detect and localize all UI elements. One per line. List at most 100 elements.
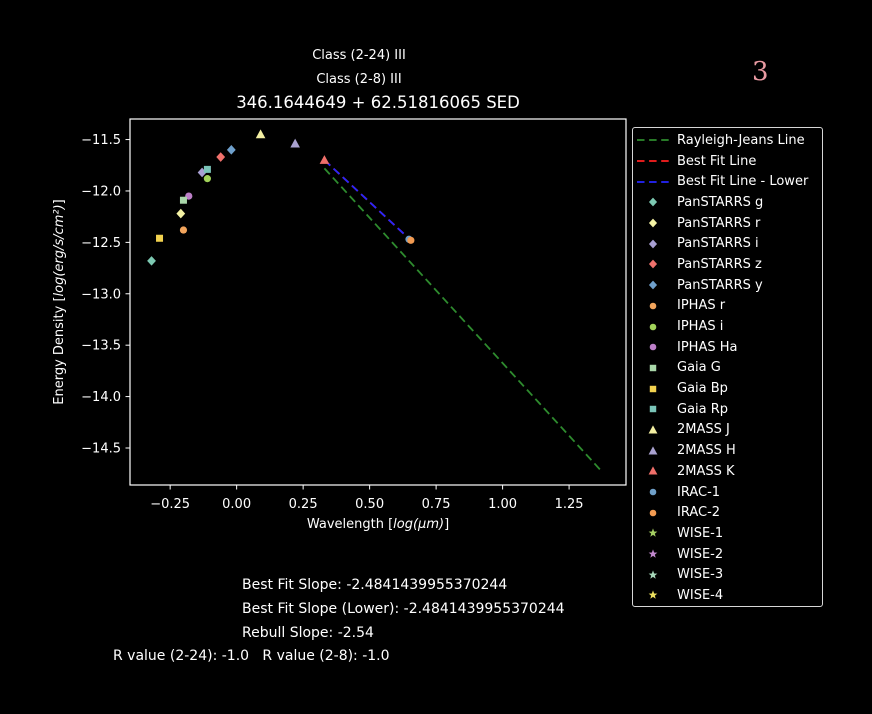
legend-label-best-fit-line: Best Fit Line [677,153,757,169]
panstarrs-r-marker-icon [633,215,677,231]
legend-item-panstarrs-i: PanSTARRS i [633,233,822,254]
legend-item-iphas-i: IPHAS i [633,316,822,337]
legend: Rayleigh-Jeans Line Best Fit Line Best Fit… [632,127,823,607]
gaia-g-point [179,196,187,204]
wise-1-swatch [648,528,658,538]
panstarrs-g-point [147,256,156,266]
2mass-h-marker-icon [633,443,677,459]
wise-2-marker-icon [633,546,677,562]
plot-title: 346.1644649 + 62.51816065 SED [236,93,520,112]
wise-3-swatch [648,570,658,579]
iphas-i-marker-icon [633,319,677,335]
y-axis-tick-label: −12.0 [81,184,121,199]
2mass-j-swatch [648,425,658,434]
legend-label-wise-3: WISE-3 [677,567,724,583]
gaia-rp-point [203,165,211,173]
gaia-bp-point [156,234,164,242]
iphas-ha-marker-icon [633,339,677,355]
irac-1-marker-icon [633,484,677,500]
gaia-g-swatch [649,364,657,372]
legend-label-gaia-bp: Gaia Bp [677,381,728,397]
legend-item-2mass-k: 2MASS K [633,461,822,482]
best-fit-line-lower-line [323,159,412,241]
rayleigh-jeans-line-line [323,167,602,472]
legend-label-wise-1: WISE-1 [677,525,724,541]
legend-label-iphas-i: IPHAS i [677,319,724,335]
y-axis-tick-label: −14.5 [81,441,121,456]
y-axis-label: Energy Density [log(erg/s/cm²)] [52,199,67,404]
legend-item-iphas-r: IPHAS r [633,296,822,317]
y-axis-tick-label: −11.5 [81,133,121,148]
panstarrs-z-swatch [648,260,658,269]
rebull-slope-text: Rebull Slope: -2.54 [242,625,374,641]
legend-label-panstarrs-y: PanSTARRS y [677,277,763,293]
legend-item-best-fit-line: Best Fit Line [633,151,822,172]
2mass-j-point [255,129,266,139]
iphas-r-marker-icon [633,298,677,314]
2mass-h-point [290,138,300,148]
y-axis-tick-label: −12.5 [81,236,121,251]
panstarrs-z-point [216,152,226,162]
legend-item-gaia-g: Gaia G [633,358,822,379]
legend-label-panstarrs-r: PanSTARRS r [677,215,761,231]
legend-label-wise-4: WISE-4 [677,587,724,603]
panstarrs-i-marker-icon [633,236,677,252]
legend-item-irac-2: IRAC-2 [633,502,822,523]
legend-label-iphas-r: IPHAS r [677,298,726,314]
legend-item-iphas-ha: IPHAS Ha [633,337,822,358]
legend-item-wise-3: WISE-3 [633,564,822,585]
wise-3-marker-icon [633,567,677,583]
legend-label-irac-2: IRAC-2 [677,505,721,521]
legend-item-irac-1: IRAC-1 [633,482,822,503]
legend-item-wise-4: WISE-4 [633,585,822,606]
iphas-ha-swatch [649,343,657,351]
legend-label-best-fit-line-lower: Best Fit Line - Lower [677,174,809,190]
2mass-j-marker-icon [633,422,677,438]
panstarrs-y-marker-icon [633,277,677,293]
panstarrs-z-marker-icon [633,256,677,272]
x-axis-tick-label: 0.50 [355,497,384,512]
x-axis-tick-label: 1.25 [555,497,584,512]
best-fit-slope-text: Best Fit Slope: -2.4841439955370244 [242,577,508,593]
class-2-24-label: Class (2-24) III [312,48,406,63]
gaia-rp-swatch [649,406,657,413]
legend-item-2mass-h: 2MASS H [633,440,822,461]
best-fit-line-marker-icon [633,153,677,169]
iphas-ha-point [185,192,193,200]
page-number: 3 [752,57,769,87]
x-axis-tick-label: 0.25 [289,497,318,512]
y-axis-tick-label: −13.0 [81,287,121,302]
2mass-k-point [319,155,330,164]
2mass-k-swatch [648,466,658,475]
best-fit-line-lower-marker-icon [633,174,677,190]
legend-label-panstarrs-i: PanSTARRS i [677,236,759,252]
legend-label-2mass-j: 2MASS J [677,422,730,438]
legend-label-panstarrs-g: PanSTARRS g [677,194,764,210]
x-axis-label: Wavelength [log(μm)] [307,517,449,532]
legend-item-rayleigh-jeans-line: Rayleigh-Jeans Line [633,130,822,151]
wise-1-marker-icon [633,525,677,541]
rayleigh-jeans-line-marker-icon [633,132,677,148]
y-axis-tick-label: −14.0 [81,390,121,405]
legend-label-wise-2: WISE-2 [677,546,724,562]
legend-item-panstarrs-g: PanSTARRS g [633,192,822,213]
legend-item-wise-1: WISE-1 [633,523,822,544]
gaia-bp-marker-icon [633,381,677,397]
legend-item-panstarrs-y: PanSTARRS y [633,275,822,296]
iphas-i-swatch [649,323,657,330]
legend-item-panstarrs-z: PanSTARRS z [633,254,822,275]
panstarrs-g-marker-icon [633,194,677,210]
y-axis-tick-label: −13.5 [81,339,121,354]
wise-4-swatch [648,590,658,600]
class-2-8-label: Class (2-8) III [316,72,402,87]
r-values-text: R value (2-24): -1.0 R value (2-8): -1.0 [113,648,390,664]
wise-2-swatch [648,549,658,558]
x-axis-tick-label: 0.75 [422,497,451,512]
iphas-r-swatch [649,302,657,310]
x-axis-tick-label: 1.00 [488,497,517,512]
irac-2-swatch [649,509,657,517]
panstarrs-r-point [176,208,186,219]
legend-label-panstarrs-z: PanSTARRS z [677,256,762,272]
x-axis-tick-label: 0.00 [222,497,251,512]
